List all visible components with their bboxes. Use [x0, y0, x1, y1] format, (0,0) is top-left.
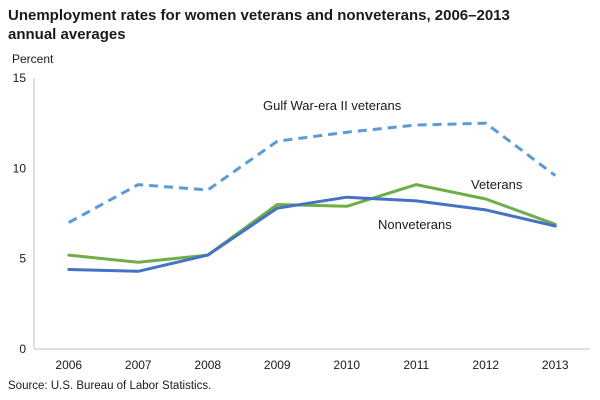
data-point-veterans: [484, 198, 487, 201]
chart-title-line-2: annual averages: [8, 26, 126, 43]
series-line-nonveterans: [67, 195, 557, 273]
y-tick-label: 10: [13, 161, 27, 175]
x-tick-label: 2013: [542, 358, 569, 372]
x-tick-label: 2006: [55, 358, 82, 372]
data-point-gulf-war-era-ii-veterans: [484, 122, 487, 125]
data-point-gulf-war-era-ii-veterans: [554, 174, 557, 177]
series-label-nonveterans: Nonveterans: [378, 217, 452, 232]
data-point-nonveterans: [554, 225, 557, 228]
source-note: Source: U.S. Bureau of Labor Statistics.: [8, 380, 212, 392]
data-point-veterans: [415, 183, 418, 186]
data-point-gulf-war-era-ii-veterans: [67, 221, 70, 224]
data-point-veterans: [67, 254, 70, 257]
data-point-gulf-war-era-ii-veterans: [206, 189, 209, 192]
chart-title-line-1: Unemployment rates for women veterans an…: [8, 7, 510, 24]
y-axis-label: Percent: [12, 52, 54, 66]
x-tick-label: 2012: [472, 358, 499, 372]
data-point-veterans: [137, 261, 140, 264]
data-point-nonveterans: [345, 196, 348, 199]
series-line-gulf-war-era-ii-veterans: [68, 121, 557, 224]
y-tick-label: 0: [19, 342, 26, 356]
data-point-gulf-war-era-ii-veterans: [276, 140, 279, 143]
data-point-nonveterans: [206, 254, 209, 257]
x-tick-label: 2011: [403, 358, 429, 372]
data-point-nonveterans: [137, 270, 140, 273]
x-tick-label: 2010: [333, 358, 360, 372]
series-label-veterans: Veterans: [471, 177, 523, 192]
data-point-gulf-war-era-ii-veterans: [137, 183, 140, 186]
data-point-nonveterans: [67, 268, 70, 271]
y-tick-label: 5: [19, 252, 26, 266]
y-tick-label: 15: [13, 71, 27, 85]
series-line-veterans: [67, 183, 557, 264]
chart-title: Unemployment rates for women veterans an…: [8, 6, 568, 44]
data-point-nonveterans: [415, 199, 418, 202]
x-tick-label: 2008: [194, 358, 221, 372]
data-point-nonveterans: [276, 207, 279, 210]
data-point-veterans: [345, 205, 348, 208]
data-point-nonveterans: [484, 208, 487, 211]
data-point-veterans: [276, 203, 279, 206]
x-tick-label: 2009: [264, 358, 291, 372]
data-point-gulf-war-era-ii-veterans: [345, 131, 348, 134]
series-label-gulf-war-era-ii-veterans: Gulf War-era II veterans: [263, 98, 402, 113]
data-point-gulf-war-era-ii-veterans: [415, 124, 418, 127]
x-tick-label: 2007: [125, 358, 152, 372]
